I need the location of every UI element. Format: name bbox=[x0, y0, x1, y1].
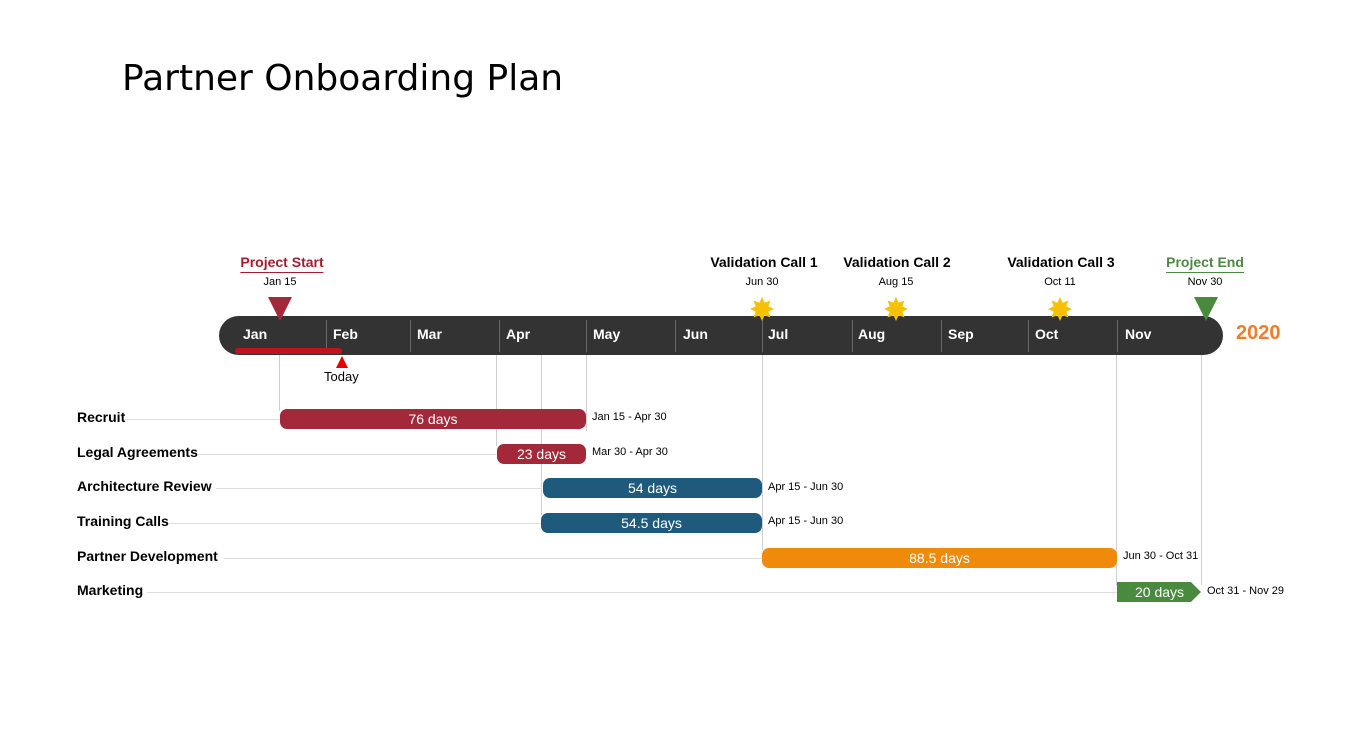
task-bar-recruit: 76 days bbox=[280, 409, 586, 429]
task-range-recruit: Jan 15 - Apr 30 bbox=[592, 411, 667, 423]
task-connector-line bbox=[224, 558, 762, 559]
task-range-training-calls: Apr 15 - Jun 30 bbox=[768, 515, 844, 527]
task-connector-line bbox=[167, 523, 542, 524]
elapsed-progress-bar bbox=[235, 348, 342, 354]
month-divider bbox=[410, 320, 411, 352]
task-label-marketing: Marketing bbox=[77, 582, 144, 598]
guide-line bbox=[541, 355, 542, 515]
month-divider bbox=[852, 320, 853, 352]
month-divider bbox=[499, 320, 500, 352]
guide-line bbox=[1116, 355, 1117, 585]
milestone-validation-call-2-date: Aug 15 bbox=[878, 276, 914, 288]
validation-call-3-starburst-icon bbox=[1048, 297, 1072, 321]
month-label-aug: Aug bbox=[858, 326, 886, 342]
milestone-validation-call-3-date: Oct 11 bbox=[1044, 276, 1076, 288]
guide-line bbox=[586, 355, 587, 431]
milestone-validation-call-1-label: Validation Call 1 bbox=[710, 254, 818, 270]
project-start-triangle-icon bbox=[268, 297, 292, 321]
year-label: 2020 bbox=[1236, 322, 1281, 344]
month-divider bbox=[326, 320, 327, 352]
month-label-oct: Oct bbox=[1035, 326, 1059, 342]
validation-call-2-starburst-icon bbox=[884, 297, 908, 321]
validation-call-1-starburst-icon bbox=[750, 297, 774, 321]
task-label-training-calls: Training Calls bbox=[77, 513, 169, 529]
month-label-apr: Apr bbox=[506, 326, 531, 342]
task-label-partner-development: Partner Development bbox=[77, 548, 218, 564]
task-range-architecture-review: Apr 15 - Jun 30 bbox=[768, 481, 844, 493]
month-label-may: May bbox=[593, 326, 621, 342]
month-label-nov: Nov bbox=[1125, 326, 1152, 342]
today-marker-icon bbox=[336, 356, 348, 368]
task-bar-marketing: 20 days bbox=[1117, 582, 1201, 602]
page-title: Partner Onboarding Plan bbox=[122, 58, 564, 99]
guide-line bbox=[1201, 355, 1202, 585]
task-connector-line bbox=[198, 454, 497, 455]
task-bar-training-calls: 54.5 days bbox=[541, 513, 762, 533]
month-divider bbox=[1028, 320, 1029, 352]
guide-line bbox=[496, 355, 497, 446]
task-bar-partner-development: 88.5 days bbox=[762, 548, 1117, 568]
milestone-project-end-label: Project End bbox=[1166, 254, 1244, 273]
task-connector-line bbox=[216, 488, 542, 489]
month-label-jan: Jan bbox=[243, 326, 268, 342]
milestone-validation-call-2-label: Validation Call 2 bbox=[843, 254, 951, 270]
task-label-architecture-review: Architecture Review bbox=[77, 478, 212, 494]
month-label-sep: Sep bbox=[948, 326, 974, 342]
month-divider bbox=[675, 320, 676, 352]
today-label: Today bbox=[324, 369, 359, 384]
task-range-partner-development: Jun 30 - Oct 31 bbox=[1123, 550, 1199, 562]
project-end-triangle-icon bbox=[1194, 297, 1218, 321]
month-divider bbox=[762, 320, 763, 352]
month-divider bbox=[941, 320, 942, 352]
milestone-project-start-date: Jan 15 bbox=[263, 276, 297, 288]
guide-line bbox=[762, 355, 763, 550]
task-bar-architecture-review: 54 days bbox=[543, 478, 762, 498]
timeline-band bbox=[219, 316, 1223, 355]
task-label-recruit: Recruit bbox=[77, 409, 126, 425]
task-connector-line bbox=[147, 592, 1117, 593]
milestone-project-end-date: Nov 30 bbox=[1187, 276, 1223, 288]
task-range-marketing: Oct 31 - Nov 29 bbox=[1207, 585, 1285, 597]
task-label-legal-agreements: Legal Agreements bbox=[77, 444, 198, 460]
task-bar-legal-agreements: 23 days bbox=[497, 444, 586, 464]
month-label-jul: Jul bbox=[768, 326, 789, 342]
month-divider bbox=[1117, 320, 1118, 352]
month-divider bbox=[586, 320, 587, 352]
milestone-validation-call-1-date: Jun 30 bbox=[745, 276, 779, 288]
milestone-validation-call-3-label: Validation Call 3 bbox=[1007, 254, 1115, 270]
guide-line bbox=[279, 355, 280, 411]
task-range-legal-agreements: Mar 30 - Apr 30 bbox=[592, 446, 668, 458]
month-label-mar: Mar bbox=[417, 326, 442, 342]
task-connector-line bbox=[125, 419, 280, 420]
month-label-jun: Jun bbox=[683, 326, 708, 342]
milestone-project-start-label: Project Start bbox=[240, 254, 324, 273]
month-label-feb: Feb bbox=[333, 326, 358, 342]
